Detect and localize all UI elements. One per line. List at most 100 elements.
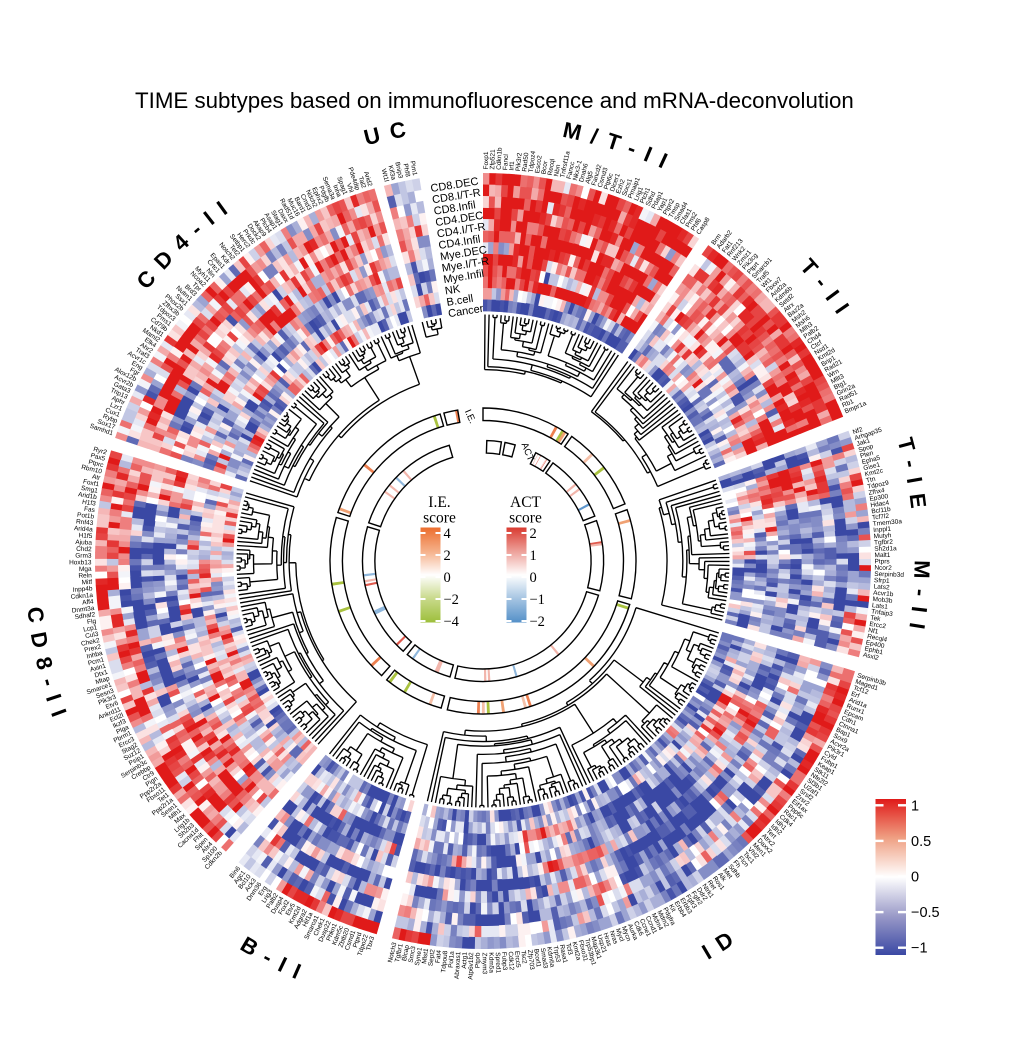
svg-text:Kmt2a: Kmt2a — [570, 941, 581, 961]
svg-text:Tcf12: Tcf12 — [852, 684, 869, 696]
svg-text:Rad50: Rad50 — [521, 152, 530, 172]
svg-text:Ret: Ret — [706, 879, 718, 891]
svg-text:Nf2: Nf2 — [852, 426, 864, 436]
svg-text:Dnmt3a: Dnmt3a — [71, 605, 95, 615]
svg-text:Reln: Reln — [78, 572, 92, 579]
svg-text:Dnah6: Dnah6 — [578, 162, 590, 183]
svg-text:Epha5: Epha5 — [861, 455, 881, 467]
svg-text:Sdhaf2: Sdhaf2 — [74, 611, 96, 621]
svg-text:−1: −1 — [911, 941, 928, 957]
svg-text:0: 0 — [444, 570, 451, 586]
svg-text:Tcf7l2: Tcf7l2 — [872, 513, 890, 522]
svg-text:Cancer: Cancer — [447, 303, 484, 320]
svg-text:Chd2: Chd2 — [76, 546, 92, 553]
svg-text:Inhba: Inhba — [86, 650, 104, 661]
svg-text:2: 2 — [444, 548, 451, 564]
svg-text:Lats2: Lats2 — [873, 583, 890, 591]
svg-text:Fat4: Fat4 — [435, 949, 443, 963]
svg-text:UC: UC — [361, 115, 417, 151]
svg-text:Fancl: Fancl — [502, 153, 510, 170]
svg-text:−2: −2 — [444, 592, 459, 608]
svg-text:T-IE: T-IE — [892, 435, 932, 520]
svg-text:Hras: Hras — [602, 932, 613, 948]
svg-text:Phf8: Phf8 — [401, 163, 411, 178]
svg-text:B-II: B-II — [236, 931, 314, 988]
svg-text:Ercc2: Ercc2 — [869, 621, 887, 631]
svg-text:0.5: 0.5 — [911, 834, 931, 850]
svg-text:Tbx3: Tbx3 — [365, 935, 376, 951]
svg-text:Ercc5: Ercc5 — [513, 951, 521, 969]
svg-text:I.E.: I.E. — [462, 408, 478, 426]
svg-text:Spred1: Spred1 — [494, 952, 502, 974]
svg-text:Ephb1: Ephb1 — [864, 645, 884, 656]
svg-text:Pcm1: Pcm1 — [87, 656, 105, 667]
svg-text:Eng: Eng — [130, 360, 144, 372]
svg-text:Tek: Tek — [870, 615, 882, 623]
svg-text:Cul3: Cul3 — [85, 631, 100, 640]
svg-text:Cdkn1a: Cdkn1a — [70, 592, 93, 601]
svg-text:Tdpou8: Tdpou8 — [440, 950, 449, 973]
svg-text:4: 4 — [444, 526, 452, 542]
svg-text:Lzr1: Lzr1 — [109, 401, 124, 413]
svg-text:Rbm10: Rbm10 — [81, 464, 103, 476]
svg-text:Fubp3: Fubp3 — [500, 952, 508, 971]
svg-text:Jak1: Jak1 — [856, 437, 872, 448]
svg-text:Smad3: Smad3 — [539, 948, 549, 970]
svg-text:Pot1b: Pot1b — [77, 512, 95, 521]
svg-text:Ep400: Ep400 — [865, 639, 885, 650]
svg-text:Zmym3: Zmym3 — [481, 952, 488, 974]
svg-text:Ezh2: Ezh2 — [615, 178, 627, 195]
svg-text:Abraxas1: Abraxas1 — [454, 951, 463, 979]
svg-text:0: 0 — [530, 570, 537, 586]
svg-text:Fas: Fas — [84, 506, 96, 514]
svg-text:Prex2: Prex2 — [84, 644, 102, 655]
svg-text:Blcap: Blcap — [401, 944, 411, 962]
svg-text:Kit: Kit — [667, 903, 677, 913]
svg-text:Sh2d1a: Sh2d1a — [874, 545, 897, 553]
svg-text:Lcp1: Lcp1 — [83, 624, 98, 633]
svg-text:Recql: Recql — [547, 158, 557, 176]
svg-text:Arid1b: Arid1b — [78, 491, 98, 501]
svg-text:Notch3: Notch3 — [387, 941, 399, 963]
svg-text:Etv6: Etv6 — [105, 700, 120, 711]
svg-text:Arid4a: Arid4a — [74, 525, 94, 534]
svg-text:Pax5: Pax5 — [90, 452, 106, 463]
svg-text:Zfhx4: Zfhx4 — [868, 487, 886, 497]
svg-text:Erg: Erg — [257, 885, 269, 898]
svg-text:Zfp521: Zfp521 — [489, 149, 497, 170]
svg-text:Bcor: Bcor — [540, 160, 549, 175]
svg-text:Rb1: Rb1 — [841, 398, 855, 409]
svg-text:Foxp1: Foxp1 — [483, 151, 490, 170]
svg-text:Bcorl1: Bcorl1 — [532, 948, 541, 968]
svg-text:Trp53: Trp53 — [551, 945, 561, 963]
svg-text:Alg5: Alg5 — [584, 170, 594, 185]
svg-text:−1: −1 — [530, 592, 545, 608]
svg-text:Smg1: Smg1 — [80, 485, 98, 495]
svg-text:ACT: ACT — [519, 441, 536, 463]
svg-text:Kif3a: Kif3a — [386, 165, 396, 181]
svg-text:Ptprd: Ptprd — [352, 931, 364, 948]
svg-text:Pik3r2: Pik3r2 — [515, 152, 524, 171]
svg-text:H1f3: H1f3 — [82, 499, 97, 508]
svg-text:Grm3: Grm3 — [75, 553, 92, 560]
svg-text:Pim1: Pim1 — [409, 160, 419, 176]
svg-text:Vhl: Vhl — [345, 182, 355, 194]
svg-text:Atr: Atr — [91, 473, 101, 482]
svg-text:Dtx1: Dtx1 — [94, 669, 109, 680]
svg-text:Kdm6a: Kdm6a — [545, 946, 555, 968]
svg-text:Acvr1b: Acvr1b — [873, 590, 894, 599]
svg-text:CD8-II: CD8-II — [22, 605, 75, 729]
svg-text:Tdpoz4: Tdpoz4 — [528, 150, 538, 173]
svg-text:Ryr2: Ryr2 — [92, 446, 107, 457]
svg-text:Ptprs: Ptprs — [874, 558, 890, 565]
svg-text:Mtap: Mtap — [95, 675, 111, 686]
svg-text:score: score — [509, 510, 542, 527]
svg-text:Chek2: Chek2 — [81, 637, 101, 648]
svg-text:Fancc: Fancc — [566, 160, 577, 180]
svg-text:Rasa1: Rasa1 — [558, 944, 569, 964]
svg-text:Syne1: Syne1 — [414, 947, 424, 967]
svg-text:−2: −2 — [530, 614, 545, 630]
svg-text:1: 1 — [530, 548, 537, 564]
svg-text:Inha: Inha — [331, 184, 342, 199]
svg-text:score: score — [423, 510, 456, 527]
